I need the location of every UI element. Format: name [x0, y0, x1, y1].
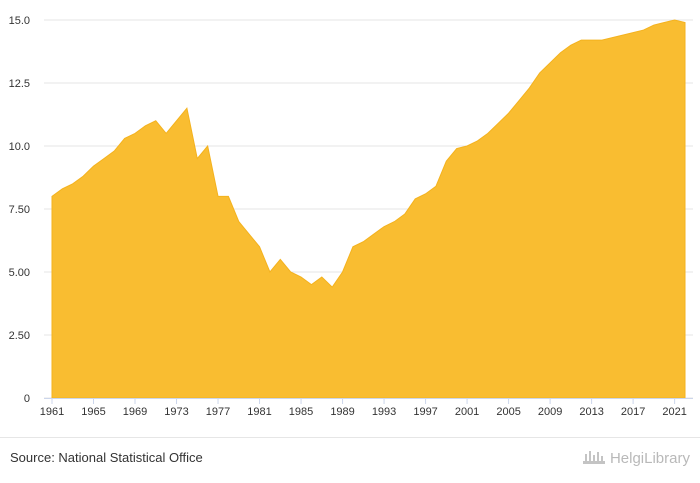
brand-logo: HelgiLibrary	[582, 447, 690, 469]
y-tick-label: 2.50	[9, 330, 30, 342]
x-tick-label: 1989	[330, 406, 354, 418]
x-tick-label: 1969	[123, 406, 147, 418]
x-tick-label: 2017	[621, 406, 645, 418]
y-tick-label: 7.50	[9, 204, 30, 216]
x-tick-label: 2001	[455, 406, 479, 418]
x-tick-label: 1993	[372, 406, 396, 418]
x-axis: 1961 1965 1969 1973 1977 1981 1985 1989 1993 1997…	[40, 398, 693, 418]
x-tick-label: 1961	[40, 406, 64, 418]
y-axis: 0 2.50 5.00 7.50 10.0 12.5 15.0	[9, 15, 30, 405]
x-tick-label: 2009	[538, 406, 562, 418]
source-note: Source: National Statistical Office	[10, 450, 203, 465]
footer-divider	[0, 437, 700, 438]
library-icon	[582, 451, 605, 464]
brand-name: HelgiLibrary	[609, 449, 690, 467]
y-tick-label: 5.00	[9, 267, 30, 279]
x-tick-label: 1965	[81, 406, 105, 418]
x-tick-label: 1977	[206, 406, 230, 418]
y-tick-label: 15.0	[9, 15, 30, 27]
x-tick-label: 1981	[247, 406, 271, 418]
y-tick-label: 10.0	[9, 141, 30, 153]
y-tick-label: 0	[24, 393, 30, 405]
x-tick-label: 1997	[413, 406, 437, 418]
x-tick-label: 1985	[289, 406, 313, 418]
y-tick-label: 12.5	[9, 78, 30, 90]
area-series	[51, 19, 686, 399]
x-tick-label: 1973	[164, 406, 188, 418]
x-tick-label: 2021	[662, 406, 686, 418]
x-tick-label: 2013	[579, 406, 603, 418]
x-tick-label: 2005	[496, 406, 520, 418]
